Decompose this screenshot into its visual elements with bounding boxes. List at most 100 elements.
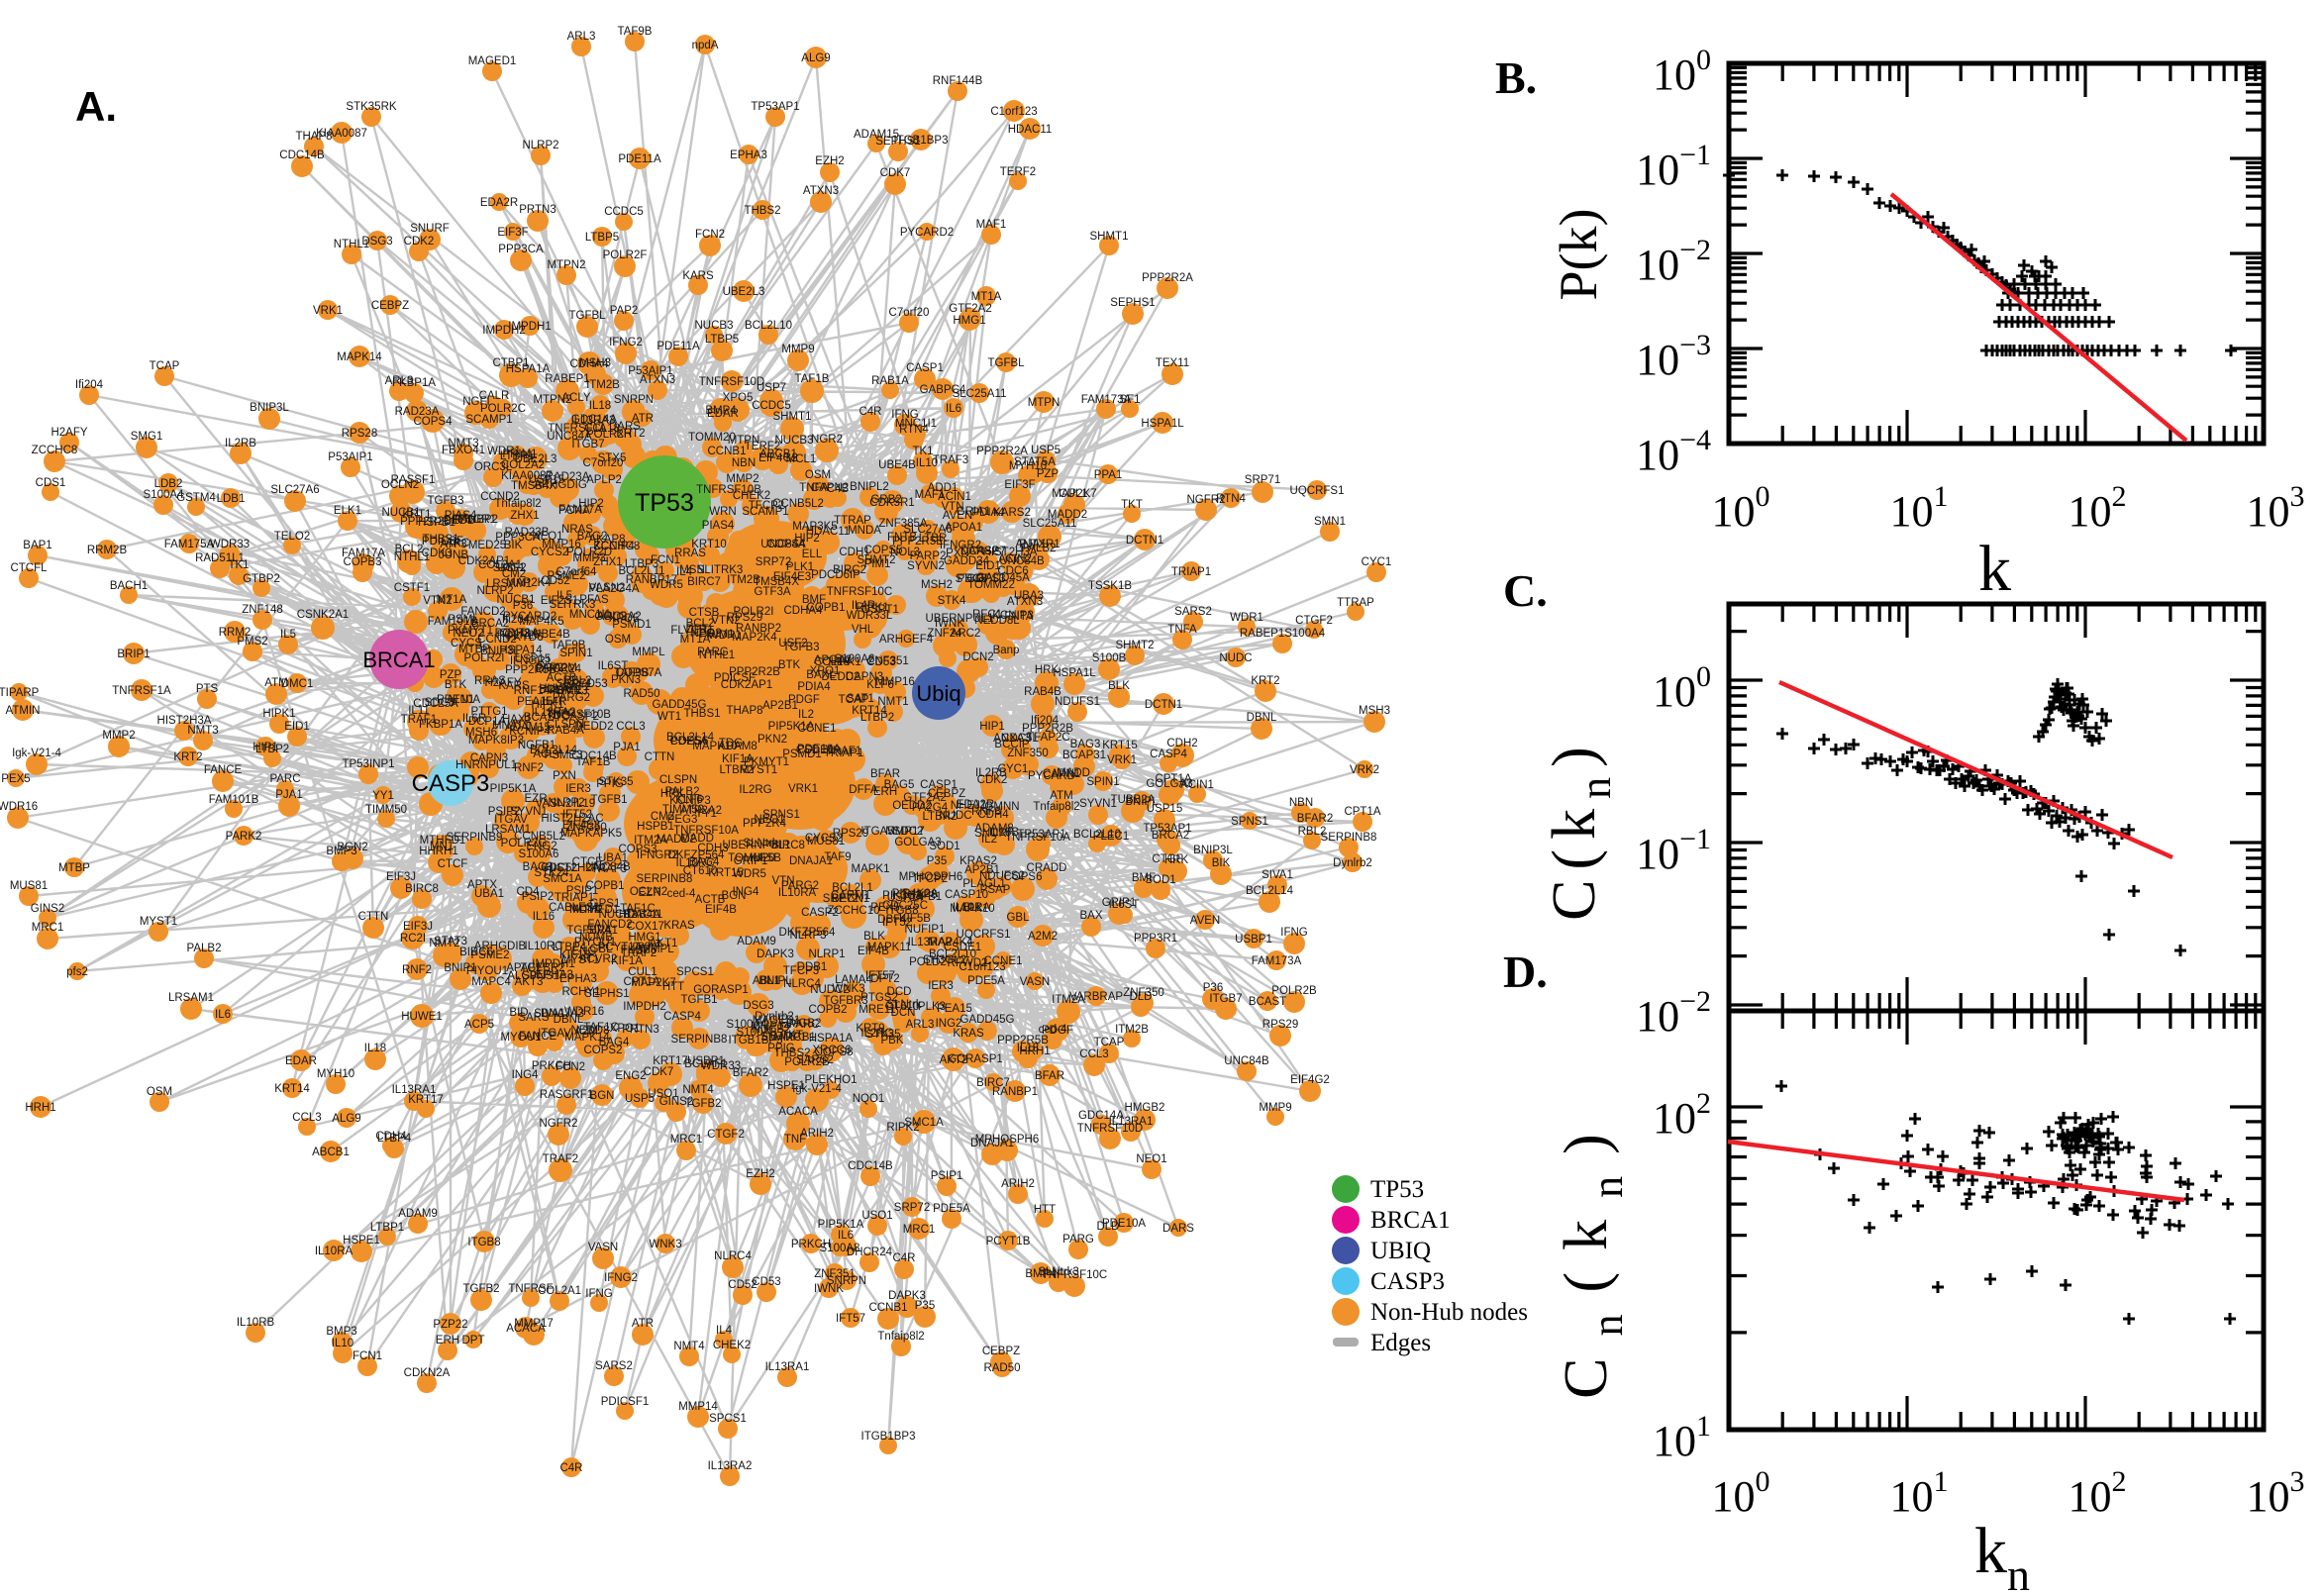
- svg-text:CTTN: CTTN: [358, 911, 389, 923]
- svg-text:CASP1: CASP1: [906, 362, 944, 374]
- svg-text:COPS8: COPS8: [815, 1047, 854, 1058]
- svg-text:HMG1: HMG1: [953, 315, 985, 327]
- svg-text:USF2: USF2: [778, 638, 807, 649]
- svg-text:ATN1: ATN1: [447, 694, 475, 706]
- svg-text:TRAF1: TRAF1: [826, 746, 861, 757]
- svg-text:EID1: EID1: [284, 721, 310, 733]
- svg-text:BCL2L10: BCL2L10: [1073, 829, 1121, 841]
- svg-text:BNIP3L: BNIP3L: [1193, 845, 1233, 856]
- svg-text:ZNF351: ZNF351: [814, 1268, 856, 1280]
- svg-text:CDS1: CDS1: [36, 477, 66, 489]
- svg-text:APLP2: APLP2: [586, 474, 622, 486]
- svg-text:IMPDH1: IMPDH1: [508, 321, 551, 333]
- svg-text:MNDA: MNDA: [848, 525, 881, 537]
- svg-text:ITGA5: ITGA5: [860, 826, 893, 838]
- svg-text:KRT14: KRT14: [274, 1083, 310, 1095]
- svg-text:WDR1: WDR1: [1230, 612, 1263, 624]
- svg-text:PZP: PZP: [1037, 468, 1060, 480]
- svg-text:PPP2R2A: PPP2R2A: [1142, 272, 1193, 284]
- svg-text:CD4: CD4: [516, 886, 540, 898]
- svg-text:KRT2: KRT2: [1251, 675, 1279, 687]
- svg-text:ARL3: ARL3: [385, 375, 414, 387]
- svg-text:KIF5B: KIF5B: [750, 852, 781, 864]
- svg-text:FANCD2: FANCD2: [587, 919, 632, 931]
- svg-text:Dynlrb2: Dynlrb2: [1333, 857, 1372, 869]
- svg-text:FCN2: FCN2: [695, 229, 725, 241]
- svg-text:NDUFS1: NDUFS1: [1055, 696, 1100, 708]
- svg-text:UBIQ: UBIQ: [1370, 1238, 1431, 1264]
- svg-text:ALG9: ALG9: [801, 52, 830, 64]
- svg-text:C4R: C4R: [858, 406, 881, 418]
- svg-text:COL2A1: COL2A1: [538, 1285, 581, 1297]
- svg-text:SOD1: SOD1: [1145, 874, 1175, 886]
- svg-text:DARS: DARS: [1162, 1223, 1194, 1235]
- svg-text:TNFRSF10A: TNFRSF10A: [1005, 832, 1070, 844]
- svg-text:TGFB1: TGFB1: [590, 794, 627, 806]
- svg-text:IFNG: IFNG: [585, 1288, 613, 1300]
- svg-text:MED25: MED25: [468, 540, 506, 551]
- svg-text:LRSAM1: LRSAM1: [168, 992, 214, 1004]
- svg-text:CUL1: CUL1: [628, 966, 656, 978]
- svg-text:BMP3: BMP3: [326, 846, 356, 857]
- svg-text:POLR2F: POLR2F: [603, 249, 648, 261]
- svg-text:RNF2: RNF2: [514, 762, 544, 774]
- svg-text:PXN: PXN: [553, 770, 576, 782]
- svg-text:THBS2: THBS2: [744, 205, 780, 217]
- svg-text:KRAS: KRAS: [953, 1028, 984, 1040]
- svg-text:TP53: TP53: [635, 489, 694, 517]
- svg-text:RAD50: RAD50: [623, 688, 659, 700]
- svg-text:MTPN: MTPN: [1028, 397, 1060, 409]
- svg-text:ITGB8: ITGB8: [467, 1237, 500, 1248]
- svg-text:DCTN1: DCTN1: [1145, 699, 1182, 711]
- svg-text:LDB2: LDB2: [154, 478, 183, 490]
- svg-text:MPHOSPH6: MPHOSPH6: [975, 1134, 1040, 1146]
- svg-text:USBP1: USBP1: [1235, 934, 1272, 946]
- svg-text:MMP17: MMP17: [514, 1318, 554, 1330]
- svg-text:NLRP1: NLRP1: [808, 948, 845, 960]
- svg-text:PDE11A: PDE11A: [656, 341, 700, 352]
- svg-text:KRT2: KRT2: [173, 751, 202, 763]
- svg-text:NUDC: NUDC: [1219, 652, 1252, 664]
- svg-text:IL4R: IL4R: [852, 600, 875, 612]
- svg-text:CLSPN: CLSPN: [547, 719, 584, 731]
- svg-text:MYST1: MYST1: [140, 916, 177, 928]
- svg-text:RCHY1: RCHY1: [562, 986, 601, 998]
- svg-text:RPS29: RPS29: [1262, 1019, 1298, 1031]
- svg-text:TGFB1: TGFB1: [680, 994, 717, 1006]
- svg-text:BAX: BAX: [1079, 910, 1102, 922]
- svg-text:MUS81: MUS81: [807, 836, 845, 848]
- svg-text:GRB2: GRB2: [870, 494, 901, 506]
- svg-text:NGR2: NGR2: [811, 434, 843, 446]
- svg-text:SHMT1: SHMT1: [1090, 231, 1129, 243]
- svg-text:PARG: PARG: [1062, 1234, 1094, 1246]
- svg-text:CASP4: CASP4: [1150, 748, 1187, 760]
- svg-text:UBE2L3: UBE2L3: [723, 286, 765, 298]
- svg-text:THAP8: THAP8: [726, 705, 762, 717]
- svg-text:PXN: PXN: [946, 548, 969, 559]
- svg-text:IWNK: IWNK: [814, 1283, 844, 1295]
- svg-text:B.: B.: [1495, 52, 1537, 103]
- svg-text:SYVN1: SYVN1: [1079, 798, 1117, 810]
- svg-text:ARL3: ARL3: [567, 31, 596, 43]
- svg-text:VHL: VHL: [852, 624, 874, 636]
- svg-text:TGFBL: TGFBL: [987, 357, 1025, 369]
- svg-text:pfs2: pfs2: [66, 966, 88, 978]
- svg-text:IFT57: IFT57: [836, 1313, 865, 1325]
- svg-text:EPHA3: EPHA3: [730, 150, 767, 161]
- svg-text:LTBP5: LTBP5: [705, 334, 739, 346]
- svg-text:CCL3: CCL3: [292, 1112, 321, 1124]
- svg-text:NUCB3: NUCB3: [775, 435, 814, 447]
- svg-text:SAT1: SAT1: [847, 693, 874, 705]
- svg-text:GTBP2: GTBP2: [243, 573, 280, 585]
- svg-text:BIRC7: BIRC7: [976, 1077, 1010, 1089]
- svg-text:OCLN2: OCLN2: [381, 479, 419, 491]
- svg-text:RRM2B: RRM2B: [87, 545, 128, 556]
- svg-text:PJA1: PJA1: [275, 789, 303, 801]
- svg-text:OSM: OSM: [147, 1086, 172, 1098]
- svg-text:H2AFY: H2AFY: [50, 427, 87, 439]
- svg-text:OCLN2: OCLN2: [630, 886, 667, 898]
- svg-text:LTBP2: LTBP2: [255, 744, 289, 755]
- svg-text:SARS2: SARS2: [1174, 606, 1212, 618]
- svg-text:PPP3R1: PPP3R1: [1134, 933, 1177, 945]
- svg-text:FAM17A: FAM17A: [342, 548, 385, 559]
